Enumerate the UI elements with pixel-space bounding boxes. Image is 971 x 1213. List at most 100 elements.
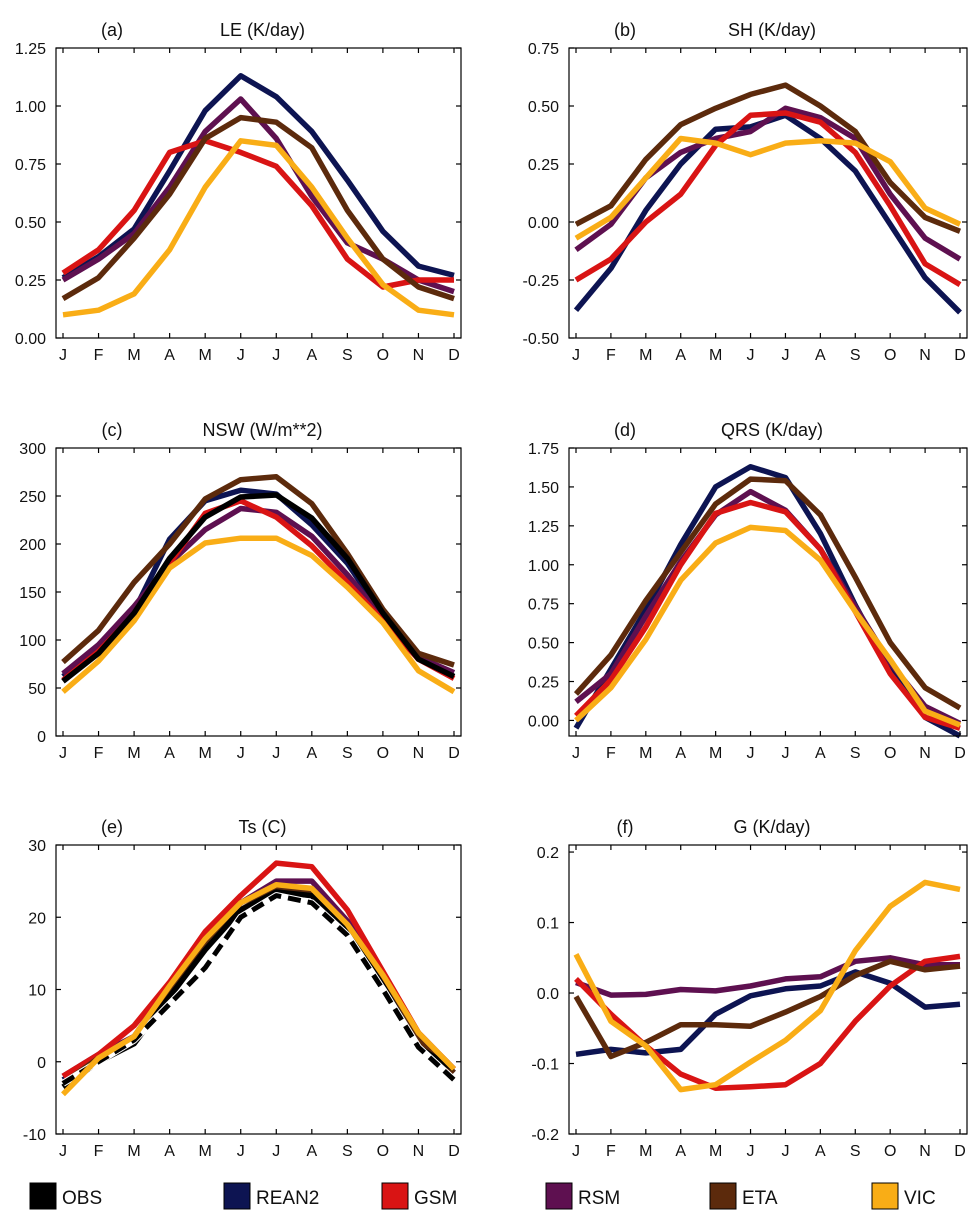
legend-swatch xyxy=(381,1182,409,1210)
y-tick-label: -10 xyxy=(23,1127,46,1144)
legend-label: OBS xyxy=(62,1188,102,1209)
x-tick-label: A xyxy=(164,745,175,762)
y-tick-label: 300 xyxy=(19,441,46,458)
x-tick-label: F xyxy=(94,745,104,762)
y-tick-label: 0.0 xyxy=(537,986,559,1003)
series-line-vic xyxy=(61,535,456,695)
x-tick-label: M xyxy=(199,745,212,762)
x-tick-label: M xyxy=(709,1143,722,1160)
panel-title: G (K/day) xyxy=(733,817,810,837)
x-tick-label: A xyxy=(675,745,686,762)
y-tick-label: 0.00 xyxy=(528,713,559,730)
y-tick-label: 0.25 xyxy=(528,675,559,692)
x-tick-label: J xyxy=(272,745,280,762)
x-tick-label: J xyxy=(781,347,789,364)
x-tick-label: M xyxy=(127,745,140,762)
y-tick-label: 0.1 xyxy=(537,916,559,933)
x-tick-label: S xyxy=(342,1143,353,1160)
plot-frame xyxy=(55,844,462,1135)
x-tick-label: D xyxy=(954,1143,966,1160)
x-tick-label: A xyxy=(815,745,826,762)
panel-label: (e) xyxy=(101,817,123,837)
x-tick-label: J xyxy=(237,347,245,364)
x-tick-label: M xyxy=(127,347,140,364)
panel-label: (c) xyxy=(102,420,123,440)
y-tick-label: 0.00 xyxy=(15,331,46,348)
x-tick-label: M xyxy=(709,745,722,762)
legend-swatch xyxy=(871,1182,899,1210)
x-tick-label: M xyxy=(639,1143,652,1160)
x-tick-label: A xyxy=(675,347,686,364)
y-tick-label: -0.1 xyxy=(531,1057,559,1074)
y-tick-label: 1.75 xyxy=(528,441,559,458)
series-line-vic xyxy=(573,879,961,1093)
x-tick-label: A xyxy=(675,1143,686,1160)
y-tick-label: 1.00 xyxy=(528,558,559,575)
series-line-vic xyxy=(62,138,455,318)
series-line-eta xyxy=(61,114,455,302)
y-tick-label: -0.25 xyxy=(523,273,560,290)
legend-swatch xyxy=(223,1182,251,1210)
x-tick-label: J xyxy=(747,745,755,762)
x-tick-label: J xyxy=(237,1143,245,1160)
series-line-obs xyxy=(61,492,456,684)
x-tick-label: N xyxy=(919,347,931,364)
x-tick-label: D xyxy=(448,745,460,762)
panel-f: (f) G (K/day) -0.2 -0.1 0.0 0.1 0.2 J F M A M J J A S O N… xyxy=(531,817,968,1160)
y-tick-label: 0.2 xyxy=(537,845,559,862)
series-line-rsm xyxy=(61,505,456,676)
x-tick-label: J xyxy=(59,1143,67,1160)
y-tick-label: -0.50 xyxy=(523,331,560,348)
y-tick-label: 50 xyxy=(28,681,46,698)
legend-swatch xyxy=(545,1182,573,1210)
y-tick-label: 1.50 xyxy=(528,480,559,497)
y-tick-label: 1.00 xyxy=(15,99,46,116)
x-tick-label: J xyxy=(747,1143,755,1160)
y-tick-label: 100 xyxy=(19,633,46,650)
legend-item-rean2: REAN2 xyxy=(223,1182,319,1210)
x-tick-label: O xyxy=(884,347,896,364)
x-tick-label: J xyxy=(59,347,67,364)
series-line-gsm xyxy=(574,499,961,731)
x-tick-label: D xyxy=(954,347,966,364)
x-tick-label: A xyxy=(164,1143,175,1160)
x-tick-label: F xyxy=(94,1143,104,1160)
legend-label: GSM xyxy=(414,1188,457,1209)
panel-label: (a) xyxy=(101,20,123,40)
x-tick-label: N xyxy=(919,1143,931,1160)
series-line-gsm xyxy=(61,498,456,683)
x-tick-label: J xyxy=(781,1143,789,1160)
x-tick-label: S xyxy=(850,745,861,762)
x-tick-label: D xyxy=(954,745,966,762)
panel-label: (d) xyxy=(614,420,636,440)
series-line-eta xyxy=(574,82,962,234)
x-tick-label: F xyxy=(606,347,616,364)
x-tick-label: M xyxy=(709,347,722,364)
panel-c: (c) NSW (W/m**2) 0 50 100 150 200 250 300 J F M A M J J… xyxy=(19,420,462,762)
x-tick-label: J xyxy=(572,745,580,762)
series-line-rsm xyxy=(61,96,455,295)
x-tick-label: A xyxy=(306,745,317,762)
x-tick-label: O xyxy=(377,745,389,762)
x-tick-label: J xyxy=(572,347,580,364)
x-tick-label: A xyxy=(306,347,317,364)
x-tick-label: N xyxy=(919,745,931,762)
plot-frame xyxy=(55,47,462,339)
panel-a: (a) LE (K/day) 0.00 0.25 0.50 0.75 1.00 1.25 J F M… xyxy=(15,20,462,364)
y-tick-label: 0.75 xyxy=(528,41,559,58)
y-tick-label: 0.00 xyxy=(528,215,559,232)
y-tick-label: 0.50 xyxy=(15,215,46,232)
y-tick-label: 0.75 xyxy=(15,157,46,174)
x-tick-label: J xyxy=(572,1143,580,1160)
y-tick-label: 0.75 xyxy=(528,597,559,614)
legend-item-eta: ETA xyxy=(709,1182,778,1210)
x-tick-label: N xyxy=(413,347,425,364)
x-tick-label: O xyxy=(884,745,896,762)
x-tick-label: A xyxy=(164,347,175,364)
y-tick-label: 0 xyxy=(37,729,46,746)
series-line-rean2 xyxy=(575,969,961,1058)
legend-swatch xyxy=(29,1182,57,1210)
x-tick-label: A xyxy=(306,1143,317,1160)
x-tick-label: J xyxy=(237,745,245,762)
